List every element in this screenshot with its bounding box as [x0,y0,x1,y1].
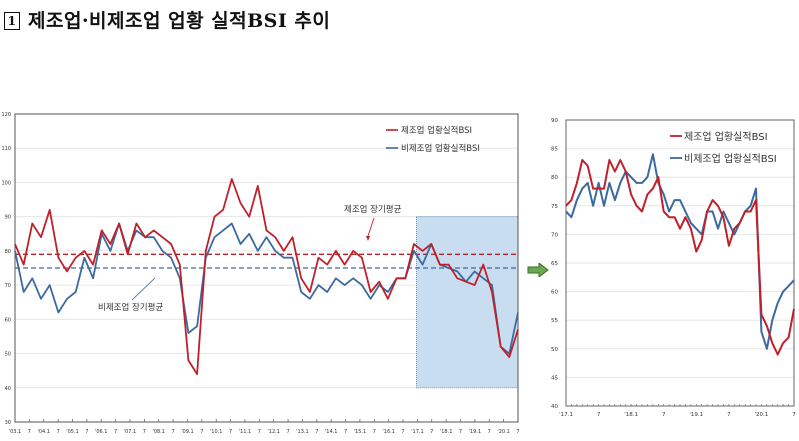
x-tick-label: '03.1 [9,429,22,435]
x-tick-label: '19.1 [469,429,482,435]
x-tick-label: '05.1 [66,429,79,435]
x-tick-label: '07.1 [124,429,137,435]
legend-label: 비제조업 업황실적BSI [401,143,480,154]
y-tick-label: 70 [551,232,558,238]
section-number-box: 1 [4,12,20,30]
x-tick-label: 7 [727,412,731,418]
y-tick-label: 30 [5,420,11,426]
x-tick-label: 7 [459,429,462,435]
x-tick-label: 7 [200,429,203,435]
x-tick-label: '09.1 [181,429,194,435]
arrow-icon [527,263,549,277]
y-tick-label: 50 [5,352,11,358]
y-tick-label: 65 [551,261,558,267]
x-tick-label: '16.1 [382,429,395,435]
y-tick-label: 90 [5,215,11,221]
x-tick-label: '19.1 [689,412,703,418]
x-tick-label: 7 [597,412,601,418]
x-tick-label: 7 [344,429,347,435]
x-tick-label: 7 [229,429,232,435]
x-tick-label: '20.1 [755,412,769,418]
y-tick-label: 90 [551,118,558,124]
x-tick-label: 7 [28,429,31,435]
y-tick-label: 80 [551,175,558,181]
chart-long-term: 30 40 50 60 70 80 90 100 110 120 '03.1 7 '04.1 7 '05.1… [1,112,519,435]
x-tick-label: '15.1 [354,429,367,435]
page-title: 1 제조업·비제조업 업황 실적BSI 추이 [4,6,330,33]
x-tick-label: 7 [315,429,318,435]
non-manufacturing-series [565,153,795,350]
y-tick-label: 60 [5,317,11,323]
x-tick-label: '13.1 [296,429,309,435]
x-tick-label: '17.1 [559,412,573,418]
y-tick-label: 120 [1,112,11,118]
x-tick-label: '18.1 [624,412,638,418]
x-tick-label: 7 [373,429,376,435]
chart-recent: 40 45 50 55 60 65 70 75 80 85 90 '17.1 7 '18.1 7 '19.1 7… [551,118,796,418]
x-tick-label: '08.1 [152,429,165,435]
x-tick-label: '10.1 [210,429,223,435]
nonmfg-avg-annotation: 비제조업 장기평균 [98,302,163,313]
x-tick-label: 7 [286,429,289,435]
legend-label: 제조업 업황실적BSI [401,125,472,136]
x-tick-label: '17.1 [411,429,424,435]
x-tick-label: 7 [143,429,146,435]
y-tick-label: 50 [551,347,558,353]
x-tick-label: 7 [85,429,88,435]
y-tick-label: 60 [551,290,558,296]
mfg-avg-annotation: 제조업 장기평균 [344,204,402,215]
y-tick-label: 70 [5,283,11,289]
title-text: 제조업·비제조업 업황 실적BSI 추이 [28,10,331,32]
x-tick-label: 7 [430,429,433,435]
y-tick-label: 100 [1,180,11,186]
x-tick-label: '18.1 [440,429,453,435]
x-tick-label: 7 [114,429,117,435]
x-tick-label: '06.1 [95,429,108,435]
annotation-arrowhead [366,236,370,241]
x-tick-label: '12.1 [267,429,280,435]
y-tick-label: 40 [551,404,558,410]
x-tick-label: 7 [57,429,60,435]
y-tick-label: 75 [551,204,558,210]
y-tick-label: 40 [5,386,11,392]
manufacturing-series [14,178,519,376]
legend-label: 제조업 업황실적BSI [684,130,768,143]
y-tick-label: 110 [1,146,11,152]
annotation-arrow [367,217,375,237]
annotation-arrow [131,277,156,301]
highlight-region [415,216,519,389]
x-tick-label: 7 [792,412,796,418]
x-tick-label: '11.1 [239,429,252,435]
x-tick-label: '14.1 [325,429,338,435]
manufacturing-series [565,159,795,356]
x-tick-label: 7 [258,429,261,435]
x-tick-label: '20.1 [497,429,510,435]
x-tick-label: '04.1 [37,429,50,435]
legend-label: 비제조업 업황실적BSI [684,152,777,165]
x-tick-label: 7 [401,429,404,435]
y-tick-label: 85 [551,147,558,153]
y-tick-label: 80 [5,249,11,255]
x-tick-label: 7 [516,429,519,435]
y-tick-label: 45 [551,375,558,381]
x-tick-label: 7 [171,429,174,435]
y-tick-label: 55 [551,318,558,324]
x-tick-label: 7 [488,429,491,435]
x-tick-label: 7 [662,412,666,418]
